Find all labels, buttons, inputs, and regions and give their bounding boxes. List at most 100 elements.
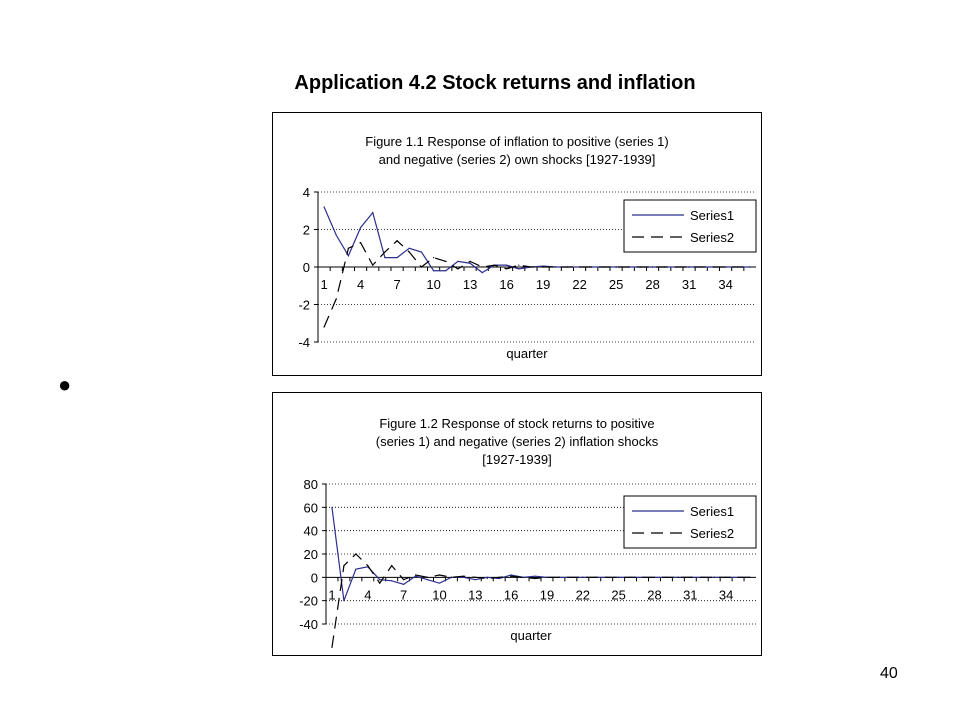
data-point-series2 — [665, 576, 668, 578]
data-point-series2 — [420, 266, 423, 268]
data-point-series1 — [438, 582, 441, 584]
data-point-series1 — [335, 234, 337, 236]
x-tick-label: 7 — [400, 587, 407, 602]
data-point-series2 — [367, 565, 369, 567]
data-point-series2 — [379, 582, 381, 584]
x-axis-label: quarter — [506, 346, 548, 361]
data-point-series2 — [582, 576, 584, 578]
x-tick-label: 34 — [718, 277, 732, 292]
data-point-series2 — [542, 266, 544, 268]
legend-label: Series1 — [690, 504, 734, 519]
data-point-series1 — [323, 206, 325, 208]
x-tick-label: 25 — [609, 277, 623, 292]
data-point-series1 — [408, 247, 410, 249]
y-tick-label: 0 — [303, 260, 310, 275]
data-point-series2 — [359, 242, 362, 244]
data-point-series2 — [653, 576, 656, 578]
data-point-series2 — [749, 266, 751, 268]
data-point-series2 — [591, 266, 593, 268]
chart-title-line: and negative (series 2) own shocks [1927… — [379, 152, 656, 167]
data-point-series2 — [530, 266, 532, 268]
data-point-series1 — [486, 576, 488, 578]
data-point-series2 — [566, 266, 569, 268]
data-point-series2 — [486, 577, 488, 580]
data-point-series2 — [603, 266, 605, 268]
x-tick-label: 34 — [719, 587, 733, 602]
y-tick-label: 4 — [303, 185, 310, 200]
data-point-series2 — [384, 251, 386, 253]
data-point-series2 — [510, 575, 512, 577]
data-point-series2 — [498, 576, 500, 578]
data-point-series1 — [343, 600, 345, 602]
data-point-series1 — [355, 568, 357, 570]
data-point-series2 — [414, 574, 417, 576]
chart-title-line: Figure 1.1 Response of inflation to posi… — [365, 134, 669, 149]
data-point-series2 — [558, 576, 560, 578]
x-tick-label: 16 — [499, 277, 513, 292]
data-point-series2 — [664, 266, 666, 268]
data-point-series1 — [391, 580, 393, 582]
x-tick-label: 28 — [647, 587, 661, 602]
data-point-series2 — [335, 298, 337, 300]
data-point-series2 — [432, 257, 435, 259]
data-point-series2 — [462, 575, 464, 577]
series-line-series2 — [331, 553, 751, 648]
data-point-series1 — [403, 583, 405, 585]
data-point-series2 — [518, 264, 520, 266]
data-point-series2 — [725, 576, 727, 578]
chart-title-line: Figure 1.2 Response of stock returns to … — [379, 416, 654, 431]
data-point-series2 — [701, 576, 703, 578]
y-tick-label: 2 — [303, 223, 310, 238]
data-point-series2 — [355, 553, 357, 555]
data-point-series2 — [347, 247, 350, 249]
data-point-series1 — [426, 579, 429, 581]
data-point-series2 — [689, 576, 691, 578]
data-point-series2 — [331, 646, 333, 648]
data-point-series2 — [445, 260, 447, 262]
data-point-series2 — [594, 576, 596, 578]
x-tick-label: 13 — [468, 587, 482, 602]
y-tick-label: 20 — [304, 547, 318, 562]
data-point-series2 — [688, 266, 690, 268]
data-point-series2 — [618, 576, 620, 578]
data-point-series2 — [554, 266, 556, 268]
y-tick-label: 80 — [304, 477, 318, 492]
x-tick-label: 1 — [328, 587, 335, 602]
data-point-series1 — [498, 577, 500, 580]
data-point-series2 — [546, 576, 548, 578]
x-tick-label: 31 — [682, 277, 696, 292]
data-point-series2 — [522, 576, 524, 578]
data-point-series2 — [578, 266, 581, 268]
data-point-series2 — [712, 266, 715, 268]
data-point-series1 — [445, 270, 447, 272]
x-tick-label: 10 — [426, 277, 440, 292]
data-point-series1 — [462, 576, 464, 578]
data-point-series1 — [379, 579, 381, 581]
y-tick-label: 0 — [311, 570, 318, 585]
data-point-series2 — [615, 266, 617, 268]
legend-label: Series1 — [690, 208, 734, 223]
data-point-series1 — [331, 506, 333, 508]
data-point-series1 — [542, 265, 544, 267]
data-point-series2 — [396, 240, 398, 242]
x-tick-label: 13 — [463, 277, 477, 292]
data-point-series2 — [629, 576, 632, 578]
data-point-series1 — [469, 262, 471, 264]
legend-label: Series2 — [690, 526, 734, 541]
data-point-series2 — [737, 576, 739, 578]
data-point-series2 — [677, 576, 679, 578]
data-point-series2 — [713, 576, 715, 578]
data-point-series2 — [724, 266, 727, 268]
x-tick-label: 19 — [536, 277, 550, 292]
data-point-series1 — [420, 251, 423, 253]
bullet-point: ● — [58, 372, 72, 397]
data-point-series1 — [372, 212, 374, 214]
y-tick-label: -20 — [299, 594, 318, 609]
chart-title-line: (series 1) and negative (series 2) infla… — [376, 434, 659, 449]
x-tick-label: 31 — [683, 587, 697, 602]
data-point-series1 — [534, 575, 536, 577]
data-point-series2 — [534, 577, 536, 580]
data-point-series2 — [505, 268, 508, 270]
legend-box — [623, 199, 757, 253]
data-point-series2 — [457, 268, 459, 270]
